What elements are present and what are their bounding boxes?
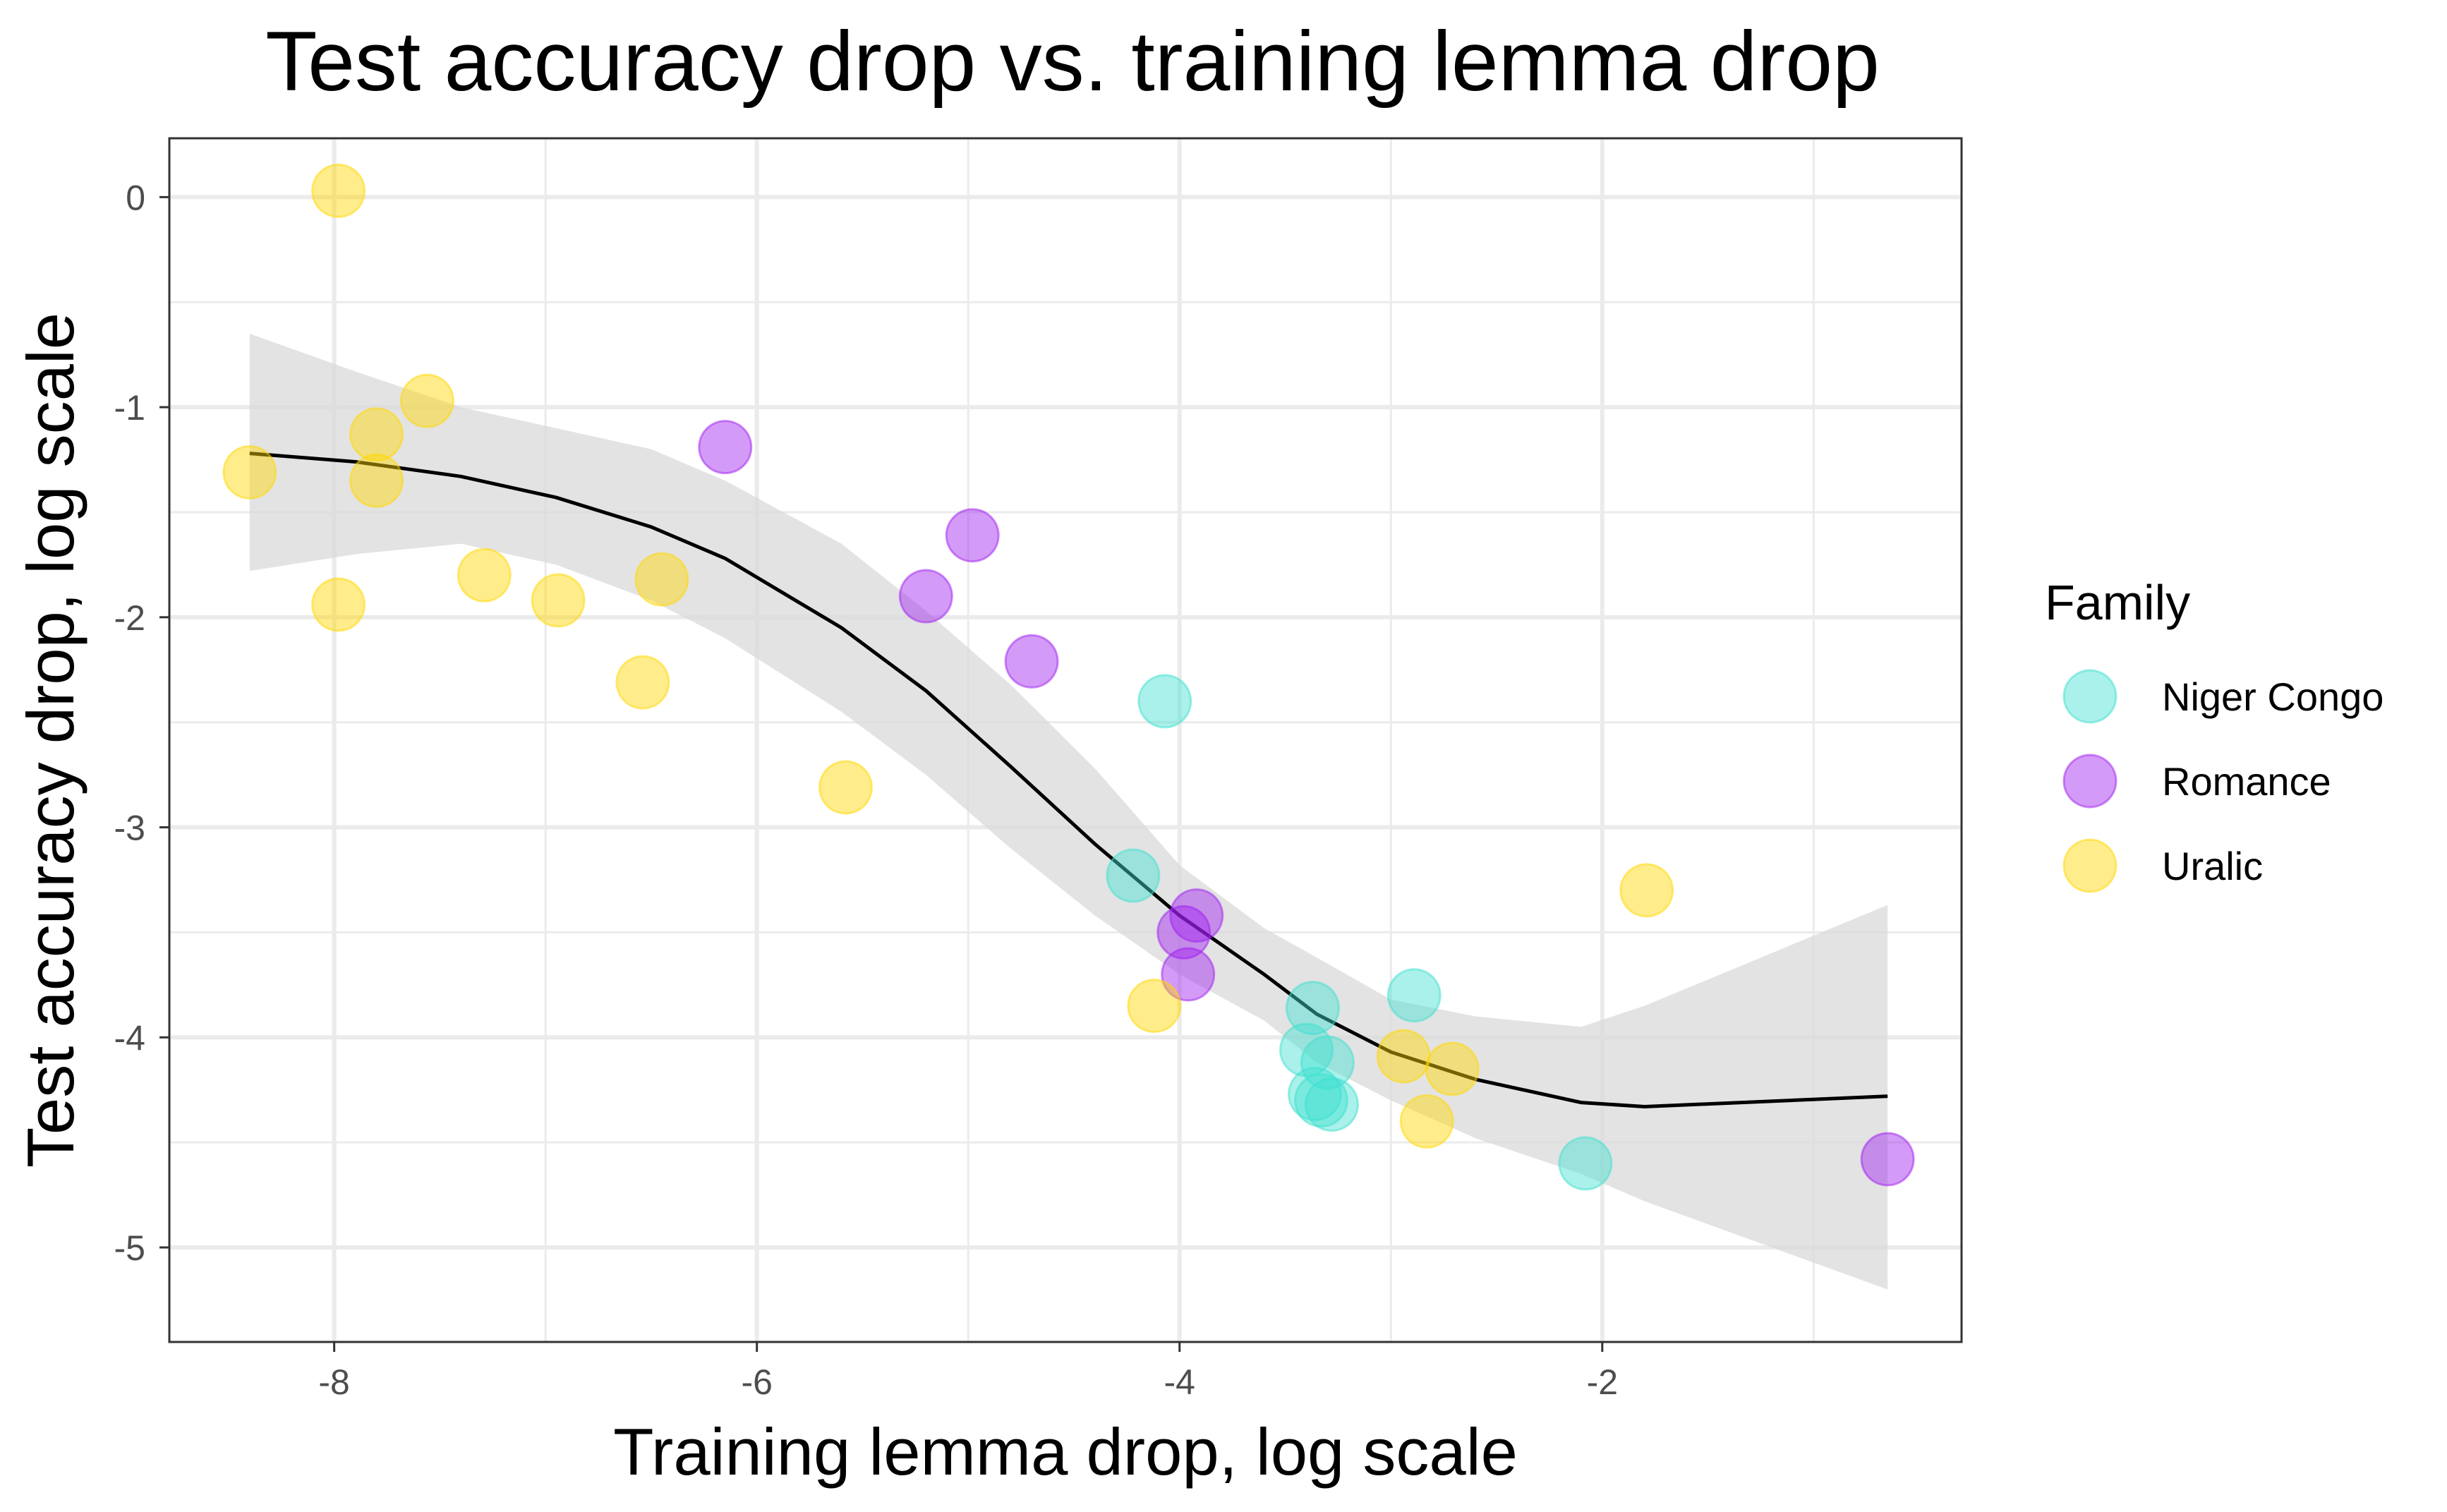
data-point-niger-congo: [1386, 968, 1442, 1023]
data-point-niger-congo: [1106, 848, 1161, 903]
data-point-niger-congo: [1287, 1067, 1342, 1122]
data-point-uralic: [818, 760, 873, 815]
data-point-uralic: [1127, 979, 1182, 1034]
data-point-uralic: [634, 552, 689, 607]
y-tick-label: -1: [114, 388, 145, 428]
legend-key-uralic: [2062, 838, 2117, 893]
legend-label: Romance: [2162, 759, 2331, 804]
data-point-romance: [1004, 634, 1059, 689]
y-axis-title: Test accuracy drop, log scale: [13, 313, 87, 1168]
x-tick-label: -2: [1587, 1362, 1618, 1402]
legend: Family Niger Congo Romance Uralic: [2045, 575, 2383, 893]
x-tick-label: -4: [1164, 1362, 1195, 1402]
legend-label: Uralic: [2162, 844, 2263, 888]
legend-label: Niger Congo: [2162, 675, 2383, 719]
data-point-uralic: [1619, 863, 1674, 918]
y-axis-ticks: 0 -1 -2 -3 -4 -5: [114, 178, 169, 1268]
x-axis-title: Training lemma drop, log scale: [613, 1415, 1518, 1489]
plot-border: [168, 137, 1963, 1343]
plot-area: [168, 137, 1963, 1343]
chart-title: Test accuracy drop vs. training lemma dr…: [265, 14, 1880, 109]
confidence-band: [249, 333, 1888, 1290]
x-tick-label: -8: [318, 1362, 349, 1402]
data-point-niger-congo: [1285, 981, 1340, 1036]
data-point-uralic: [615, 655, 670, 710]
data-point-uralic: [311, 577, 366, 632]
data-point-uralic: [1376, 1029, 1431, 1084]
smooth-fit-line: [249, 452, 1888, 1109]
data-points: [222, 163, 1915, 1191]
data-point-romance: [698, 420, 753, 475]
x-tick-label: -6: [741, 1362, 772, 1402]
data-point-uralic: [222, 444, 277, 500]
data-point-uralic: [457, 548, 512, 603]
x-axis-ticks: -8 -6 -4 -2: [318, 1342, 1618, 1402]
data-point-romance: [945, 508, 1000, 563]
data-point-uralic: [349, 407, 404, 462]
y-tick-label: 0: [126, 178, 145, 217]
y-tick-label: -4: [114, 1018, 145, 1058]
legend-items: Niger Congo Romance Uralic: [2062, 669, 2383, 893]
y-tick-label: -5: [114, 1228, 145, 1268]
y-tick-label: -3: [114, 809, 145, 848]
legend-key-niger-congo: [2062, 669, 2117, 724]
data-point-romance: [1860, 1132, 1915, 1187]
data-point-romance: [1161, 947, 1216, 1002]
y-tick-label: -2: [114, 598, 145, 638]
data-point-romance: [898, 569, 953, 624]
data-point-niger-congo: [1137, 674, 1192, 729]
data-point-uralic: [399, 373, 454, 428]
data-point-uralic: [531, 573, 586, 628]
data-point-uralic: [349, 453, 404, 508]
data-point-romance: [1156, 905, 1212, 960]
data-point-uralic: [311, 163, 366, 218]
data-point-uralic: [1399, 1094, 1454, 1149]
legend-title: Family: [2045, 575, 2190, 630]
legend-key-romance: [2062, 754, 2117, 809]
major-gridlines: [169, 138, 1962, 1342]
data-point-uralic: [1425, 1041, 1480, 1096]
data-point-niger-congo: [1304, 1077, 1359, 1132]
data-point-niger-congo: [1558, 1136, 1613, 1191]
